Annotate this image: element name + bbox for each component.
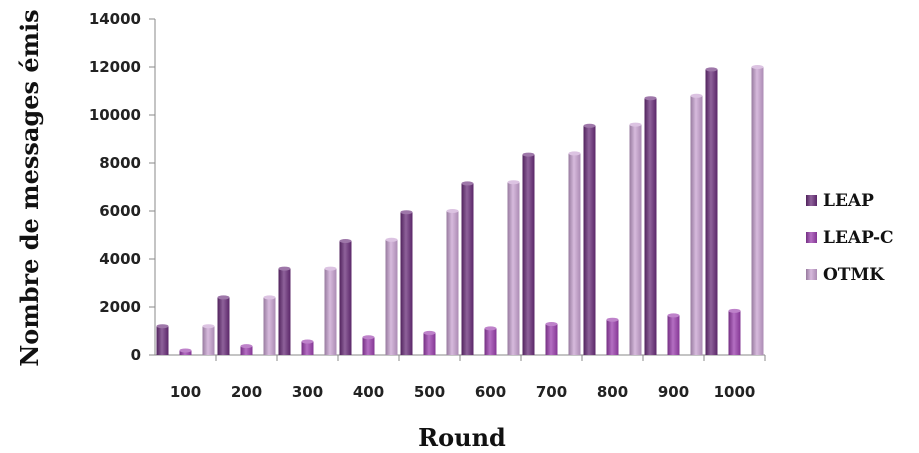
bar-leap-300 — [278, 268, 291, 355]
bar-top — [751, 65, 764, 69]
x-tick-label: 600 — [475, 383, 506, 401]
legend-swatch-otmk — [806, 269, 817, 280]
legend-swatch-leap-c — [806, 232, 817, 243]
bar-otmk-800 — [629, 124, 642, 355]
y-tick-label: 8000 — [99, 154, 141, 172]
bar-leap-400 — [339, 241, 352, 355]
bar-leap-700 — [522, 154, 535, 355]
bar-otmk-500 — [446, 211, 459, 355]
bar-otmk-300 — [324, 268, 337, 355]
x-tick-label: 500 — [414, 383, 445, 401]
bar-top — [522, 152, 535, 157]
bar-leap-200 — [217, 297, 230, 355]
bar-leap-500 — [400, 212, 413, 355]
bar-otmk-900 — [690, 95, 703, 356]
bar-top — [423, 330, 436, 335]
bar-top — [400, 210, 413, 215]
y-tick-label: 6000 — [99, 202, 141, 220]
x-tick-labels: 100 200 300 400 500 600 700 800 900 1000 — [170, 355, 766, 401]
bar-leap-c-900 — [667, 315, 680, 355]
bar-leap-600 — [461, 183, 474, 355]
bar-top — [202, 324, 215, 329]
bar-leap-c-700 — [545, 324, 558, 355]
x-axis-title: Round — [418, 423, 506, 452]
legend-label-leap-c: LEAP-C — [823, 228, 894, 248]
x-tick-label: 900 — [658, 383, 689, 401]
bar-top — [568, 151, 581, 156]
bar-top — [667, 313, 680, 318]
bar-leap-c-800 — [606, 319, 619, 355]
y-tick-label: 0 — [131, 346, 141, 364]
x-tick-label: 1000 — [714, 383, 756, 401]
y-axis-title: Nombre de messages émis — [15, 9, 44, 366]
bar-top — [606, 317, 619, 322]
bar-top — [217, 295, 230, 300]
bar-leap-1000 — [705, 69, 718, 356]
y-tick-label: 4000 — [99, 250, 141, 268]
bar-top — [545, 322, 558, 327]
bar-top — [728, 308, 741, 313]
bar-top — [385, 237, 398, 242]
bar-top — [240, 344, 253, 349]
bar-top — [644, 96, 657, 101]
bar-top — [179, 348, 192, 353]
axes — [154, 19, 765, 356]
bar-top — [705, 67, 718, 72]
bars — [156, 65, 764, 356]
bar-leap-c-300 — [301, 341, 314, 355]
bar-top — [446, 209, 459, 213]
y-tick-labels: 0 2000 4000 6000 8000 10000 12000 14000 — [89, 10, 155, 364]
y-tick-label: 10000 — [89, 106, 141, 124]
bar-top — [362, 335, 375, 340]
legend: LEAP LEAP-C OTMK — [806, 191, 894, 285]
bar-top — [583, 123, 596, 128]
bar-top — [263, 295, 276, 300]
bar-otmk-100 — [202, 326, 215, 355]
bar-otmk-700 — [568, 153, 581, 355]
bar-top — [301, 339, 314, 344]
x-tick-label: 300 — [292, 383, 323, 401]
bar-top — [278, 266, 291, 271]
bar-top — [484, 326, 497, 331]
bar-leap-900 — [644, 98, 657, 355]
bar-leap-c-500 — [423, 332, 436, 355]
bar-top — [629, 122, 642, 127]
y-tick-label: 2000 — [99, 298, 141, 316]
bar-leap-c-1000 — [728, 310, 741, 355]
x-tick-label: 700 — [536, 383, 567, 401]
bar-leap-c-200 — [240, 346, 253, 355]
bar-otmk-400 — [385, 239, 398, 355]
bar-leap-100 — [156, 326, 169, 355]
legend-swatch-leap — [806, 195, 817, 206]
bar-leap-c-400 — [362, 337, 375, 355]
x-tick-label: 800 — [597, 383, 628, 401]
bar-top — [324, 266, 337, 271]
bar-top — [690, 93, 703, 98]
x-tick-label: 400 — [353, 383, 384, 401]
legend-label-otmk: OTMK — [823, 265, 885, 285]
bar-otmk-200 — [263, 297, 276, 355]
bar-top — [461, 181, 474, 186]
x-tick-label: 200 — [231, 383, 262, 401]
bar-leap-c-600 — [484, 328, 497, 355]
x-tick-label: 100 — [170, 383, 201, 401]
bar-top — [339, 239, 352, 243]
bar-leap-800 — [583, 125, 596, 355]
bar-otmk-1000 — [751, 67, 764, 355]
y-tick-label: 14000 — [89, 10, 141, 28]
bar-top — [507, 180, 520, 185]
y-tick-label: 12000 — [89, 58, 141, 76]
legend-label-leap: LEAP — [823, 191, 874, 211]
bar-top — [156, 324, 169, 329]
bar-leap-c-100 — [179, 350, 192, 355]
bar-otmk-600 — [507, 182, 520, 355]
